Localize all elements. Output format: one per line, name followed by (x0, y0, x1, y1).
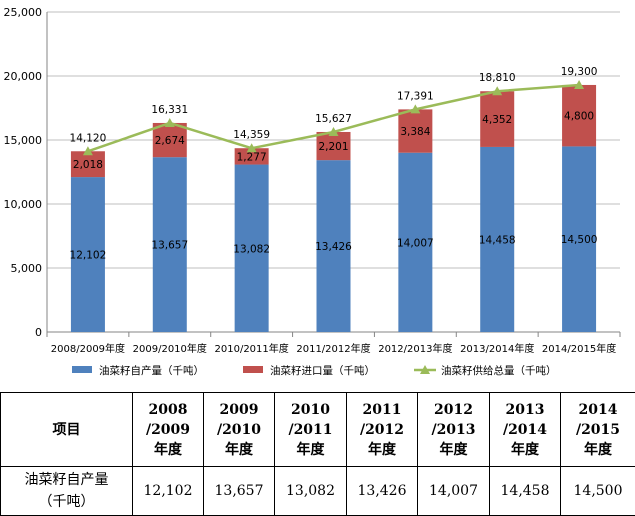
legend-swatch-2 (243, 366, 263, 373)
y-tick-label: 5,000 (11, 262, 43, 275)
table-row: 油菜籽自产量（千吨） 12,102 13,657 13,082 13,426 1… (1, 467, 635, 516)
chart-area: 0 5,000 10,000 15,000 20,000 25,000 12,102 13,6… (0, 0, 635, 392)
legend-label-1: 油菜籽自产量（千吨） (99, 364, 204, 377)
bar-2-value-label: 2,018 (73, 159, 103, 171)
line-value-label: 14,120 (70, 132, 107, 144)
bar-1-value-label: 12,102 (70, 250, 107, 262)
bar-2-value-label: 1,277 (237, 151, 267, 163)
bar-1-value-label: 14,500 (561, 234, 598, 246)
legend-label-2: 油菜籽进口量（千吨） (270, 364, 375, 377)
table-cell: 14,458 (490, 467, 561, 516)
bar-2-value-label: 4,352 (482, 114, 512, 126)
y-tick-label: 10,000 (4, 198, 43, 211)
table-cell: 14,007 (418, 467, 490, 516)
table-cell: 13,657 (204, 467, 275, 516)
x-tick-label: 2010/2011年度 (215, 342, 289, 355)
table-cell: 14,500 (561, 467, 635, 516)
legend-swatch-1 (72, 366, 92, 373)
legend-label-3: 油菜籽供给总量（千吨） (441, 364, 557, 377)
table-cell: 13,082 (275, 467, 347, 516)
x-tick-label: 2008/2009年度 (51, 342, 125, 355)
line-value-label: 15,627 (315, 113, 352, 125)
x-tick-label: 2014/2015年度 (542, 342, 616, 355)
y-tick-label: 0 (35, 326, 42, 339)
x-tick-label: 2009/2010年度 (133, 342, 207, 355)
y-tick-label: 25,000 (4, 6, 43, 19)
line-value-label: 14,359 (233, 129, 270, 141)
line-value-label: 16,331 (151, 104, 188, 116)
x-tick-label: 2012/2013年度 (378, 342, 452, 355)
bar-1-value-label: 13,426 (315, 241, 352, 253)
y-tick-label: 15,000 (4, 134, 43, 147)
line-value-label: 19,300 (561, 66, 598, 78)
line-marker (165, 118, 175, 127)
bar-1-value-label: 14,007 (397, 237, 434, 249)
bar-2-value-label: 4,800 (564, 111, 594, 123)
x-tick-label: 2013/2014年度 (460, 342, 534, 355)
bar-1-value-label: 13,082 (233, 243, 270, 255)
y-tick-label: 20,000 (4, 70, 43, 83)
bar-1-value-label: 13,657 (151, 240, 188, 252)
line-value-label: 17,391 (397, 90, 434, 102)
table-cell: 13,426 (347, 467, 418, 516)
bar-2-value-label: 2,201 (318, 141, 348, 153)
table-row-label: 油菜籽自产量（千吨） (1, 467, 133, 516)
table-cell: 12,102 (133, 467, 204, 516)
bar-1-value-label: 14,458 (479, 234, 516, 246)
bar-2-value-label: 2,674 (155, 135, 185, 147)
x-tick-label: 2011/2012年度 (296, 342, 370, 355)
stacked-bar-line-chart: 0 5,000 10,000 15,000 20,000 25,000 12,102 13,6… (0, 0, 635, 392)
table-header-label: 项目 (1, 393, 133, 467)
bar-2-value-label: 3,384 (400, 126, 430, 138)
line-value-label: 18,810 (479, 72, 516, 84)
